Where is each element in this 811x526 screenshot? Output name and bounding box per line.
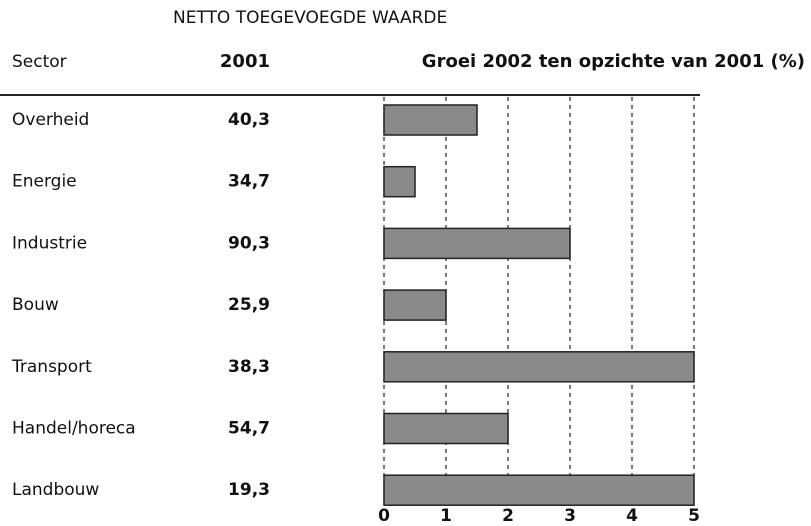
table-cell: 54,7 [228,419,270,439]
bar [383,351,695,383]
bar [383,474,695,506]
bar [383,289,447,321]
category-label: Landbouw [12,480,99,500]
x-tick-label: 5 [688,506,700,526]
bar [383,165,416,198]
x-tick-label: 0 [378,506,390,526]
table-cell: 40,3 [228,110,270,130]
x-tick-label: 3 [564,506,576,526]
x-tick-label: 1 [440,506,452,526]
bar [383,412,509,445]
x-tick-label: 2 [502,506,514,526]
category-label: Overheid [12,110,89,130]
table-cell: 25,9 [228,295,270,315]
table-cell: 38,3 [228,357,270,377]
column-header: Groei 2002 ten opzichte van 2001 (%) [422,51,805,72]
table-cell: 90,3 [228,233,270,253]
column-header: 2001 [220,51,270,72]
category-label: Energie [12,172,77,192]
bar [383,104,478,136]
bar [383,227,571,260]
category-label: Industrie [12,233,87,253]
column-header: Sector [12,52,67,72]
category-label: Transport [11,357,92,377]
table-cell: 19,3 [228,480,270,500]
chart-title: NETTO TOEGEVOEGDE WAARDE [173,8,447,28]
x-tick-label: 4 [626,506,638,526]
category-label: Handel/horeca [12,419,136,439]
table-cell: 34,7 [228,172,270,192]
category-label: Bouw [12,295,59,315]
